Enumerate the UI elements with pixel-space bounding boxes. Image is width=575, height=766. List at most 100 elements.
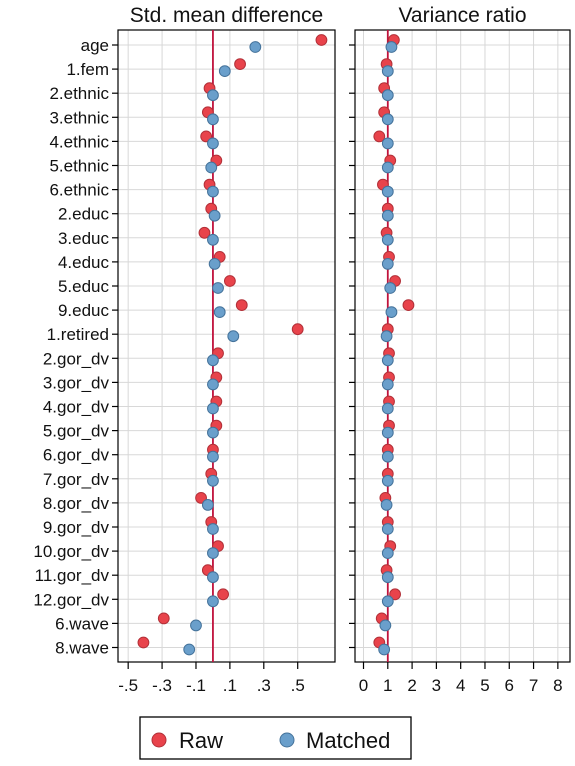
point-matched xyxy=(381,595,394,608)
point-matched xyxy=(380,330,393,343)
point-matched xyxy=(385,306,398,319)
point-matched xyxy=(381,450,394,463)
point-matched xyxy=(208,209,221,222)
legend: Raw Matched xyxy=(139,716,412,760)
legend-label-matched: Matched xyxy=(306,728,390,753)
point-matched xyxy=(207,233,219,246)
category-label: 6.wave xyxy=(55,614,109,633)
category-label: 9.educ xyxy=(58,301,110,320)
point-matched xyxy=(201,499,214,511)
category-label: 5.educ xyxy=(58,277,110,296)
category-label: 4.educ xyxy=(58,253,110,272)
point-raw xyxy=(195,492,207,504)
point-raw xyxy=(291,323,304,336)
point-matched xyxy=(207,113,219,126)
category-label: 4.gor_dv xyxy=(43,398,110,417)
category-label: 5.ethnic xyxy=(49,157,109,176)
panel-title: Std. mean difference xyxy=(130,4,323,27)
category-label: 2.gor_dv xyxy=(43,349,110,368)
point-raw xyxy=(200,130,213,143)
point-matched xyxy=(381,571,394,584)
point-matched xyxy=(381,137,394,150)
point-matched xyxy=(381,547,394,559)
x-tick-label: .3 xyxy=(257,676,271,695)
point-raw xyxy=(223,275,236,287)
point-matched xyxy=(381,113,394,126)
x-tick-label: 3 xyxy=(432,676,441,695)
x-tick-label: .5 xyxy=(291,676,305,695)
x-tick-label: 1 xyxy=(383,676,392,695)
point-matched xyxy=(385,41,398,53)
category-label: 4.ethnic xyxy=(49,132,109,151)
legend-frame xyxy=(139,716,412,760)
category-label: 10.gor_dv xyxy=(33,542,109,561)
category-label: 6.ethnic xyxy=(49,181,109,200)
point-matched xyxy=(227,330,240,343)
point-raw xyxy=(234,58,246,70)
category-label: 3.ethnic xyxy=(49,108,109,127)
point-matched xyxy=(207,402,219,415)
point-matched xyxy=(381,402,394,415)
plot-frame xyxy=(117,29,336,663)
point-matched xyxy=(379,619,392,632)
point-matched xyxy=(384,282,397,294)
point-matched xyxy=(207,137,219,150)
category-label: 5.gor_dv xyxy=(43,422,110,441)
point-matched xyxy=(380,499,393,511)
legend-label-raw: Raw xyxy=(179,728,223,753)
x-tick-label: 4 xyxy=(456,676,465,695)
point-matched xyxy=(381,89,394,102)
point-raw xyxy=(137,636,150,649)
point-matched xyxy=(381,258,394,270)
point-matched xyxy=(213,306,226,319)
category-label: 12.gor_dv xyxy=(33,590,109,609)
point-matched xyxy=(207,595,219,608)
point-matched xyxy=(207,185,219,198)
point-matched xyxy=(207,547,219,559)
category-label: 8.gor_dv xyxy=(43,494,110,513)
x-tick-label: 6 xyxy=(505,676,514,695)
point-matched xyxy=(381,474,394,487)
category-label: 1.fem xyxy=(66,60,109,79)
x-tick-label: 2 xyxy=(407,676,416,695)
x-tick-label: 0 xyxy=(359,676,368,695)
point-raw xyxy=(217,588,230,601)
left-panel: Std. mean difference -.5 -.3 -.1 .1 .3 .5 age 1.… xyxy=(33,4,336,695)
category-label: 7.gor_dv xyxy=(43,470,110,489)
point-raw xyxy=(389,588,401,601)
point-matched xyxy=(207,426,219,439)
point-matched xyxy=(190,619,202,632)
panel-title: Variance ratio xyxy=(398,4,526,27)
point-matched xyxy=(381,209,394,222)
category-label: 11.gor_dv xyxy=(35,566,110,585)
legend-marker-matched xyxy=(279,732,295,748)
point-matched xyxy=(207,354,219,367)
point-matched xyxy=(381,354,394,367)
point-raw xyxy=(235,299,248,312)
point-matched xyxy=(207,450,219,463)
point-matched xyxy=(208,258,221,270)
category-label: 3.gor_dv xyxy=(43,373,110,392)
point-matched xyxy=(207,89,219,102)
point-matched xyxy=(381,426,394,439)
x-tick-label: -.5 xyxy=(118,676,138,695)
point-matched xyxy=(378,643,391,656)
point-matched xyxy=(381,378,394,391)
x-tick-label: 8 xyxy=(553,676,562,695)
point-raw xyxy=(198,226,211,239)
x-tick-label: -.1 xyxy=(186,676,206,695)
x-tick-label: 5 xyxy=(480,676,489,695)
x-tick-label: -.3 xyxy=(152,676,172,695)
point-matched xyxy=(381,161,394,174)
x-tick-label: 7 xyxy=(529,676,538,695)
point-raw xyxy=(373,130,386,143)
point-matched xyxy=(207,378,219,391)
category-label: 1.retired xyxy=(47,325,109,344)
point-matched xyxy=(381,65,394,77)
point-matched xyxy=(212,282,224,294)
category-label: age xyxy=(81,36,109,55)
category-label: 2.ethnic xyxy=(49,84,109,103)
category-label: 8.wave xyxy=(55,639,109,658)
category-label: 2.educ xyxy=(58,205,110,224)
